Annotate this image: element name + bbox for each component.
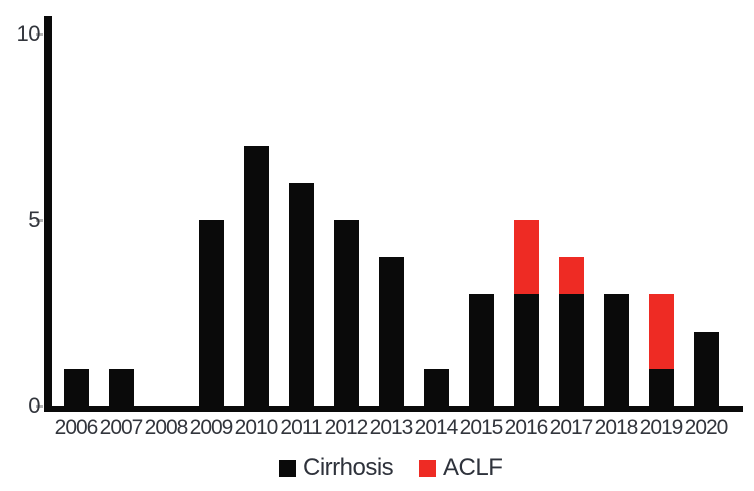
bar-2016-aclf (513, 220, 539, 295)
bar-2019-cirrhosis (648, 368, 674, 406)
y-axis-line (44, 16, 52, 412)
y-tick-mark-5 (36, 219, 43, 222)
x-tick-label-2015: 2015 (459, 416, 504, 439)
legend-label-aclf: ACLF (443, 454, 503, 481)
bar-2012-cirrhosis (333, 220, 359, 406)
y-tick-label-5: 5 (28, 207, 40, 232)
x-tick-label-2010: 2010 (234, 416, 279, 439)
aclf-swatch-icon (419, 459, 436, 477)
y-tick-label-10: 10 (16, 21, 41, 46)
x-tick-label-2008: 2008 (144, 416, 189, 439)
legend-item-cirrhosis: Cirrhosis (279, 454, 394, 481)
bar-2016-cirrhosis (513, 294, 539, 406)
legend-label-cirrhosis: Cirrhosis (303, 454, 394, 481)
y-tick-mark-0 (36, 405, 43, 408)
x-tick-label-2017: 2017 (549, 416, 594, 439)
bar-2014-cirrhosis (423, 368, 449, 406)
legend: Cirrhosis ACLF (0, 455, 754, 485)
x-tick-label-2014: 2014 (414, 416, 459, 439)
bar-2009-cirrhosis (198, 220, 224, 406)
bar-2007-cirrhosis (108, 368, 134, 406)
x-tick-label-2013: 2013 (369, 416, 414, 439)
bar-2018-cirrhosis (603, 294, 629, 406)
x-tick-label-2016: 2016 (504, 416, 549, 439)
bar-2019-aclf (648, 294, 674, 369)
bar-2017-aclf (558, 257, 584, 295)
cirrhosis-swatch-icon (279, 459, 296, 477)
x-tick-label-2012: 2012 (324, 416, 369, 439)
bar-2015-cirrhosis (468, 294, 494, 406)
x-tick-label-2006: 2006 (54, 416, 99, 439)
x-tick-label-2007: 2007 (99, 416, 144, 439)
bar-2013-cirrhosis (378, 257, 404, 406)
x-tick-label-2009: 2009 (189, 416, 234, 439)
bar-2017-cirrhosis (558, 294, 584, 406)
bar-2006-cirrhosis (63, 368, 89, 406)
y-tick-mark-10 (36, 33, 43, 36)
y-tick-label-0: 0 (28, 393, 40, 418)
x-tick-label-2020: 2020 (684, 416, 729, 439)
x-tick-label-2019: 2019 (639, 416, 684, 439)
bar-2020-cirrhosis (693, 331, 719, 406)
legend-item-aclf: ACLF (419, 454, 503, 481)
x-tick-label-2011: 2011 (280, 416, 322, 439)
x-axis-line (44, 406, 743, 412)
bar-2011-cirrhosis (288, 182, 314, 406)
x-tick-label-2018: 2018 (594, 416, 639, 439)
bar-2010-cirrhosis (243, 145, 269, 406)
